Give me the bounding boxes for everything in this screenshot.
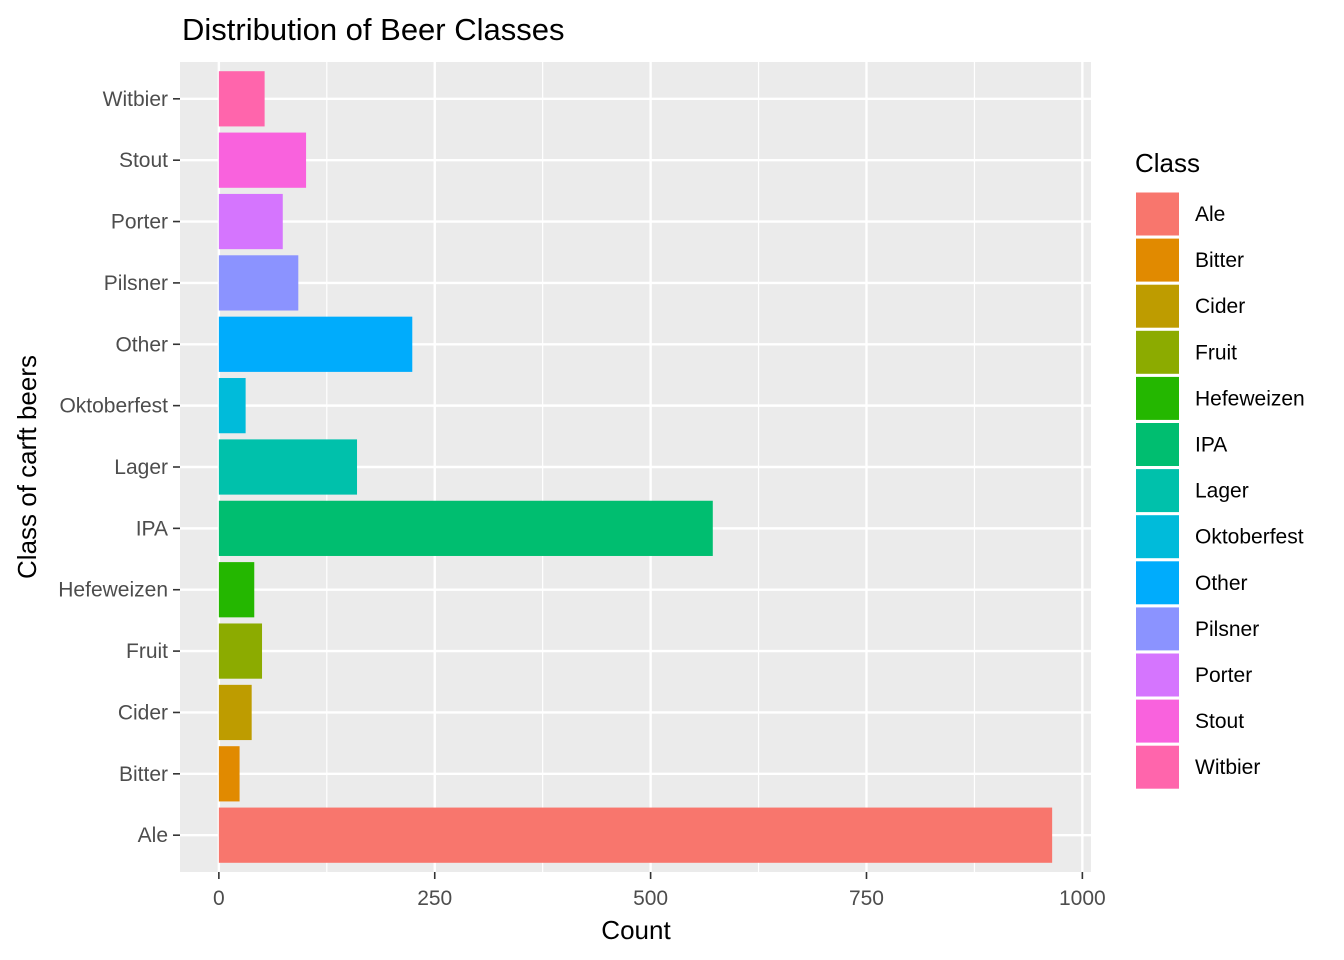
y-axis-title: Class of carft beers: [12, 355, 42, 579]
x-axis-title: Count: [601, 915, 671, 945]
y-tick-label: Pilsner: [104, 272, 168, 295]
bar-porter: [218, 193, 283, 250]
legend-label: Cider: [1195, 295, 1245, 318]
bar-pilsner: [218, 255, 299, 311]
y-tick-label: Cider: [118, 701, 168, 724]
y-tick-label: Porter: [111, 211, 168, 234]
chart-title: Distribution of Beer Classes: [182, 12, 565, 47]
bar-fruit: [218, 623, 263, 679]
legend-key: [1136, 192, 1179, 236]
x-tick-label: 750: [849, 887, 884, 910]
legend-key: [1136, 653, 1179, 697]
legend-label: IPA: [1195, 434, 1227, 457]
bar-cider: [218, 684, 252, 741]
legend-key: [1136, 469, 1179, 513]
x-tick-label: 500: [633, 887, 668, 910]
legend-label: Other: [1195, 572, 1248, 595]
legend-key: [1136, 423, 1179, 466]
legend-key: [1136, 699, 1179, 743]
bar-oktoberfest: [218, 378, 246, 434]
y-tick-label: IPA: [136, 517, 168, 540]
y-tick-label: Other: [115, 333, 168, 356]
bar-stout: [218, 132, 307, 188]
legend-key: [1136, 284, 1179, 328]
x-tick-label: 0: [213, 887, 225, 910]
legend-key: [1136, 561, 1179, 605]
x-axis: 0 250 500 750 1000: [213, 872, 1106, 910]
bar-ipa: [218, 500, 713, 556]
legend-label: Pilsner: [1195, 618, 1259, 641]
y-axis: Ale Bitter Cider Fruit Hefeweizen IPA Lager Okt…: [58, 88, 180, 847]
y-tick-label: Lager: [114, 456, 168, 479]
bar-witbier: [218, 71, 265, 127]
y-tick-label: Fruit: [126, 640, 168, 663]
legend: Ale Bitter Cider Fruit Hefeweizen IPA Lager Okt…: [1136, 192, 1305, 789]
bar-lager: [218, 439, 358, 495]
bar-bitter: [218, 746, 240, 802]
y-tick-label: Ale: [138, 824, 168, 847]
legend-key: [1136, 238, 1179, 282]
y-tick-label: Stout: [119, 149, 168, 172]
legend-label: Lager: [1195, 480, 1249, 503]
legend-label: Witbier: [1195, 756, 1260, 779]
legend-label: Porter: [1195, 664, 1252, 687]
legend-key: [1136, 376, 1179, 420]
legend-label: Fruit: [1195, 341, 1237, 364]
bar-ale: [218, 807, 1053, 863]
legend-key: [1136, 607, 1179, 651]
bar-other: [218, 316, 413, 372]
legend-label: Oktoberfest: [1195, 526, 1304, 549]
x-tick-label: 250: [417, 887, 452, 910]
legend-label: Ale: [1195, 203, 1225, 226]
y-tick-label: Bitter: [119, 763, 168, 786]
y-tick-label: Hefeweizen: [58, 579, 168, 602]
legend-title: Class: [1135, 148, 1200, 178]
legend-key: [1136, 330, 1179, 374]
legend-label: Stout: [1195, 710, 1244, 733]
bar-hefeweizen: [218, 562, 255, 618]
bars: [218, 71, 1053, 863]
legend-label: Hefeweizen: [1195, 387, 1305, 410]
x-tick-label: 1000: [1059, 887, 1106, 910]
legend-key: [1136, 515, 1179, 559]
legend-key: [1136, 745, 1179, 789]
y-tick-label: Witbier: [103, 88, 168, 111]
legend-label: Bitter: [1195, 249, 1244, 272]
y-tick-label: Oktoberfest: [59, 395, 168, 418]
